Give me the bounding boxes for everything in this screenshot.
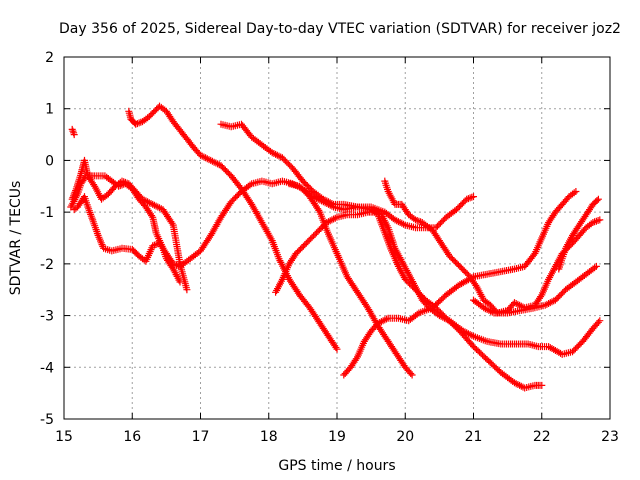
series-arc-k bbox=[470, 262, 600, 317]
y-tick-label: -2 bbox=[40, 257, 54, 273]
series-arc-d bbox=[70, 177, 477, 270]
series-arc-h bbox=[285, 180, 416, 379]
data-marks bbox=[67, 102, 604, 392]
x-tick-label: 19 bbox=[328, 429, 346, 445]
series-arc-a bbox=[68, 125, 78, 139]
series-arc-i bbox=[340, 188, 580, 379]
x-tick-label: 18 bbox=[260, 429, 278, 445]
marker-trace bbox=[340, 188, 580, 379]
y-tick-label: -5 bbox=[40, 412, 54, 428]
marker-trace bbox=[470, 262, 600, 317]
x-tick-label: 21 bbox=[465, 429, 483, 445]
y-tick-label: 0 bbox=[45, 153, 54, 169]
series-arc-e bbox=[125, 102, 341, 353]
y-tick-label: -1 bbox=[40, 205, 54, 221]
plot-frame bbox=[63, 56, 611, 420]
marker-trace bbox=[285, 180, 416, 379]
x-tick-label: 20 bbox=[396, 429, 414, 445]
x-tick-label: 17 bbox=[192, 429, 210, 445]
x-tick-label: 23 bbox=[601, 429, 619, 445]
grid bbox=[64, 57, 610, 419]
y-tick-label: 2 bbox=[45, 50, 54, 66]
axes: 15 16 17 18 19 20 21 22 23 -5 -4 -3 -2 -1 0 1 2 bbox=[40, 50, 619, 445]
y-tick-label: -3 bbox=[40, 309, 54, 325]
x-tick-label: 22 bbox=[533, 429, 551, 445]
chart-title: Day 356 of 2025, Sidereal Day-to-day VTE… bbox=[59, 21, 621, 37]
y-tick-label: -4 bbox=[40, 360, 54, 376]
marker-trace bbox=[555, 195, 602, 273]
series-arc-c bbox=[67, 172, 184, 286]
y-tick-label: 1 bbox=[45, 102, 54, 118]
series-arc-f bbox=[217, 120, 546, 392]
y-axis-label: SDTVAR / TECUs bbox=[8, 181, 24, 296]
series-arc-g bbox=[272, 208, 604, 358]
x-tick-label: 15 bbox=[55, 429, 73, 445]
marker-trace bbox=[70, 177, 477, 270]
marker-trace bbox=[217, 120, 546, 392]
x-axis-label: GPS time / hours bbox=[278, 458, 395, 474]
marker-trace bbox=[125, 102, 341, 353]
series-arc-l bbox=[555, 195, 602, 273]
x-tick-label: 16 bbox=[123, 429, 141, 445]
marker-trace bbox=[67, 172, 184, 286]
marker-trace bbox=[68, 125, 78, 139]
marker-trace bbox=[272, 208, 604, 358]
